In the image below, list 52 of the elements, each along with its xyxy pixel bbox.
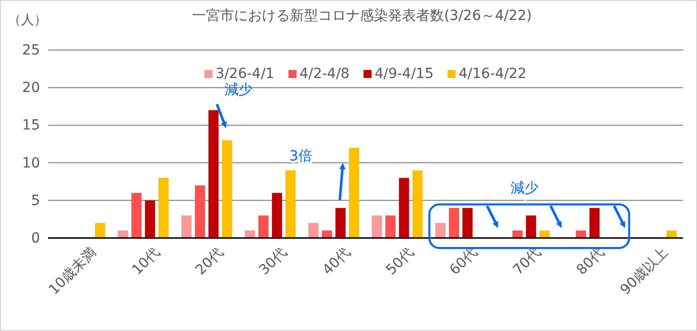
bar — [258, 215, 269, 238]
y-tick-label: 0 — [31, 230, 40, 246]
annotation: 減少 — [224, 82, 253, 98]
bar — [181, 215, 192, 238]
bar — [194, 185, 206, 238]
bar — [94, 222, 106, 238]
x-tick-label: 10代 — [129, 244, 164, 278]
bar — [208, 110, 219, 238]
bar — [348, 148, 360, 238]
bar — [435, 222, 446, 238]
bar — [222, 140, 232, 238]
x-tick-label: 20代 — [192, 244, 227, 278]
x-tick-label: 50代 — [383, 244, 418, 278]
bar — [666, 230, 677, 238]
bar — [539, 230, 550, 238]
bar — [526, 215, 536, 238]
bar — [144, 200, 156, 238]
annotation: 減少 — [510, 180, 538, 196]
legend-label: 4/9-4/15 — [374, 66, 434, 82]
bar — [158, 178, 169, 238]
y-tick-label: 5 — [31, 192, 40, 209]
annotation: 3倍 — [289, 148, 312, 164]
bar — [118, 230, 128, 238]
bar — [244, 230, 256, 238]
bar — [372, 215, 382, 238]
bar — [335, 208, 346, 238]
bar — [322, 230, 332, 238]
bar — [412, 170, 423, 238]
bar — [576, 230, 586, 238]
legend-label: 4/16-4/22 — [458, 66, 527, 82]
bar — [272, 192, 282, 238]
x-tick-label: 90歳以上 — [618, 244, 672, 298]
x-tick-label: 40代 — [320, 244, 354, 278]
y-tick-label: 15 — [22, 118, 40, 134]
y-tick-label: 10 — [22, 155, 40, 172]
legend-label: 3/26-4/1 — [215, 66, 274, 82]
bar — [398, 178, 410, 238]
bar — [462, 208, 473, 238]
y-tick-label: 25 — [22, 42, 40, 58]
bar — [589, 208, 600, 238]
bar — [512, 230, 523, 238]
x-tick-label: 30代 — [256, 244, 290, 278]
chart-title: 一宮市における新型コロナ感染発表者数(3/26～4/22) — [192, 8, 532, 24]
x-tick-label: 10歳未満 — [46, 244, 100, 298]
legend-label: 4/2-4/8 — [299, 66, 350, 82]
bar — [385, 215, 396, 238]
y-tick-label: 20 — [22, 80, 40, 96]
bar — [448, 208, 460, 238]
y-axis-title: （人） — [8, 13, 47, 28]
bar — [131, 192, 142, 238]
bar — [285, 170, 296, 238]
bar — [308, 222, 319, 238]
